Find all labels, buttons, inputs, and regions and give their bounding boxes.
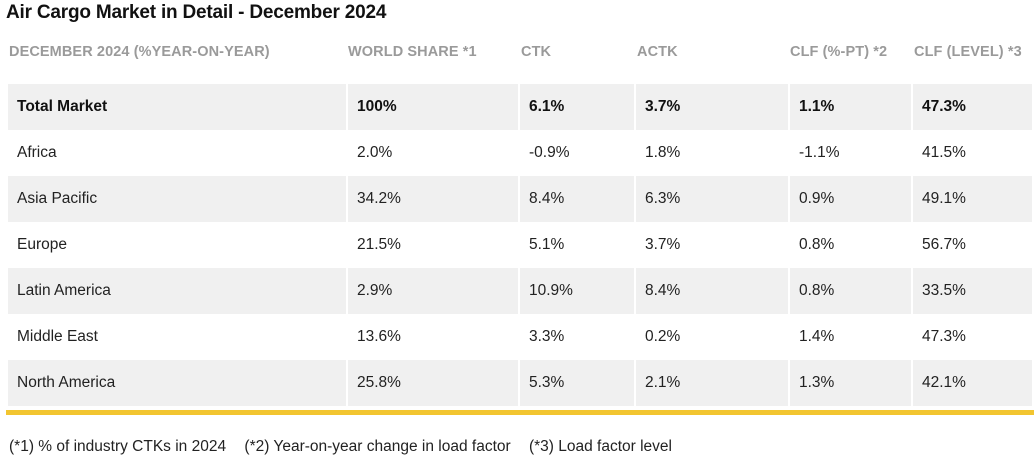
table-cell-actk: 2.1%: [636, 360, 788, 406]
table-row-europe: Europe 21.5% 5.1% 3.7% 0.8% 56.7%: [8, 222, 1032, 268]
table-cell-actk: 8.4%: [636, 268, 788, 314]
footnotes: (*1) % of industry CTKs in 2024 (*2) Yea…: [9, 438, 686, 456]
table-cell-ctk: 5.3%: [520, 360, 634, 406]
table-row-middle-east: Middle East 13.6% 3.3% 0.2% 1.4% 47.3%: [8, 314, 1032, 360]
table-row-africa: Africa 2.0% -0.9% 1.8% -1.1% 41.5%: [8, 130, 1032, 176]
table-cell-region: Asia Pacific: [8, 176, 346, 222]
table-cell-actk: 1.8%: [645, 144, 681, 161]
footnote-3: (*3) Load factor level: [528, 438, 672, 455]
table-cell-clf-pt: 0.8%: [799, 236, 835, 253]
column-header-world-share: WORLD SHARE *1: [348, 44, 477, 60]
table-cell-region: North America: [8, 360, 346, 406]
table-header: DECEMBER 2024 (%YEAR-ON-YEAR) WORLD SHAR…: [8, 40, 1032, 70]
table-cell-clf-level: 33.5%: [913, 268, 1032, 314]
table-cell-region: Middle East: [17, 328, 98, 345]
table-cell-world-share: 21.5%: [357, 236, 401, 253]
table-cell-world-share: 100%: [348, 84, 518, 130]
table-cell-region: Europe: [17, 236, 67, 253]
table-row-north-america: North America 25.8% 5.3% 2.1% 1.3% 42.1%: [8, 360, 1032, 406]
column-header-region: DECEMBER 2024 (%YEAR-ON-YEAR): [9, 44, 270, 60]
page-title: Air Cargo Market in Detail - December 20…: [6, 2, 387, 23]
table-cell-region: Latin America: [8, 268, 346, 314]
table-cell-clf-pt: 0.8%: [790, 268, 911, 314]
table-cell-ctk: 8.4%: [520, 176, 634, 222]
table-cell-ctk: 10.9%: [520, 268, 634, 314]
table-cell-ctk: -0.9%: [529, 144, 570, 161]
table-cell-ctk: 6.1%: [520, 84, 634, 130]
table-cell-ctk: 5.1%: [529, 236, 565, 253]
table-cell-clf-level: 47.3%: [913, 84, 1032, 130]
table-cell-actk: 6.3%: [636, 176, 788, 222]
table-cell-clf-pt: 1.4%: [799, 328, 835, 345]
table-cell-actk: 3.7%: [645, 236, 681, 253]
table-cell-world-share: 2.9%: [348, 268, 518, 314]
table-row-latin-america: Latin America 2.9% 10.9% 8.4% 0.8% 33.5%: [8, 268, 1032, 314]
table-cell-actk: 0.2%: [645, 328, 681, 345]
table-cell-region: Total Market: [8, 84, 346, 130]
table-cell-actk: 3.7%: [636, 84, 788, 130]
table-cell-clf-pt: 0.9%: [790, 176, 911, 222]
footnote-1: (*1) % of industry CTKs in 2024: [9, 438, 227, 455]
column-header-clf-level: CLF (LEVEL) *3: [914, 44, 1022, 60]
table-cell-clf-pt: 1.3%: [790, 360, 911, 406]
table-cell-region: Africa: [17, 144, 57, 161]
column-header-actk: ACTK: [637, 44, 678, 60]
table-cell-clf-level: 42.1%: [913, 360, 1032, 406]
table-cell-clf-level: 41.5%: [922, 144, 966, 161]
column-header-ctk: CTK: [521, 44, 552, 60]
table-cell-clf-level: 56.7%: [922, 236, 966, 253]
table-cell-world-share: 13.6%: [357, 328, 401, 345]
table-cell-ctk: 3.3%: [529, 328, 565, 345]
table-cell-clf-level: 47.3%: [922, 328, 966, 345]
table-row-asia-pacific: Asia Pacific 34.2% 8.4% 6.3% 0.9% 49.1%: [8, 176, 1032, 222]
table-row-total-market: Total Market 100% 6.1% 3.7% 1.1% 47.3%: [8, 84, 1032, 130]
column-header-clf-pt: CLF (%-PT) *2: [790, 44, 888, 60]
table-cell-clf-pt: -1.1%: [799, 144, 840, 161]
footnote-2: (*2) Year-on-year change in load factor: [244, 438, 511, 455]
data-table: Total Market 100% 6.1% 3.7% 1.1% 47.3% A…: [8, 84, 1032, 406]
table-cell-clf-level: 49.1%: [913, 176, 1032, 222]
table-cell-clf-pt: 1.1%: [790, 84, 911, 130]
table-cell-world-share: 34.2%: [348, 176, 518, 222]
table-cell-world-share: 25.8%: [348, 360, 518, 406]
table-cell-world-share: 2.0%: [357, 144, 393, 161]
accent-divider: [6, 410, 1034, 415]
